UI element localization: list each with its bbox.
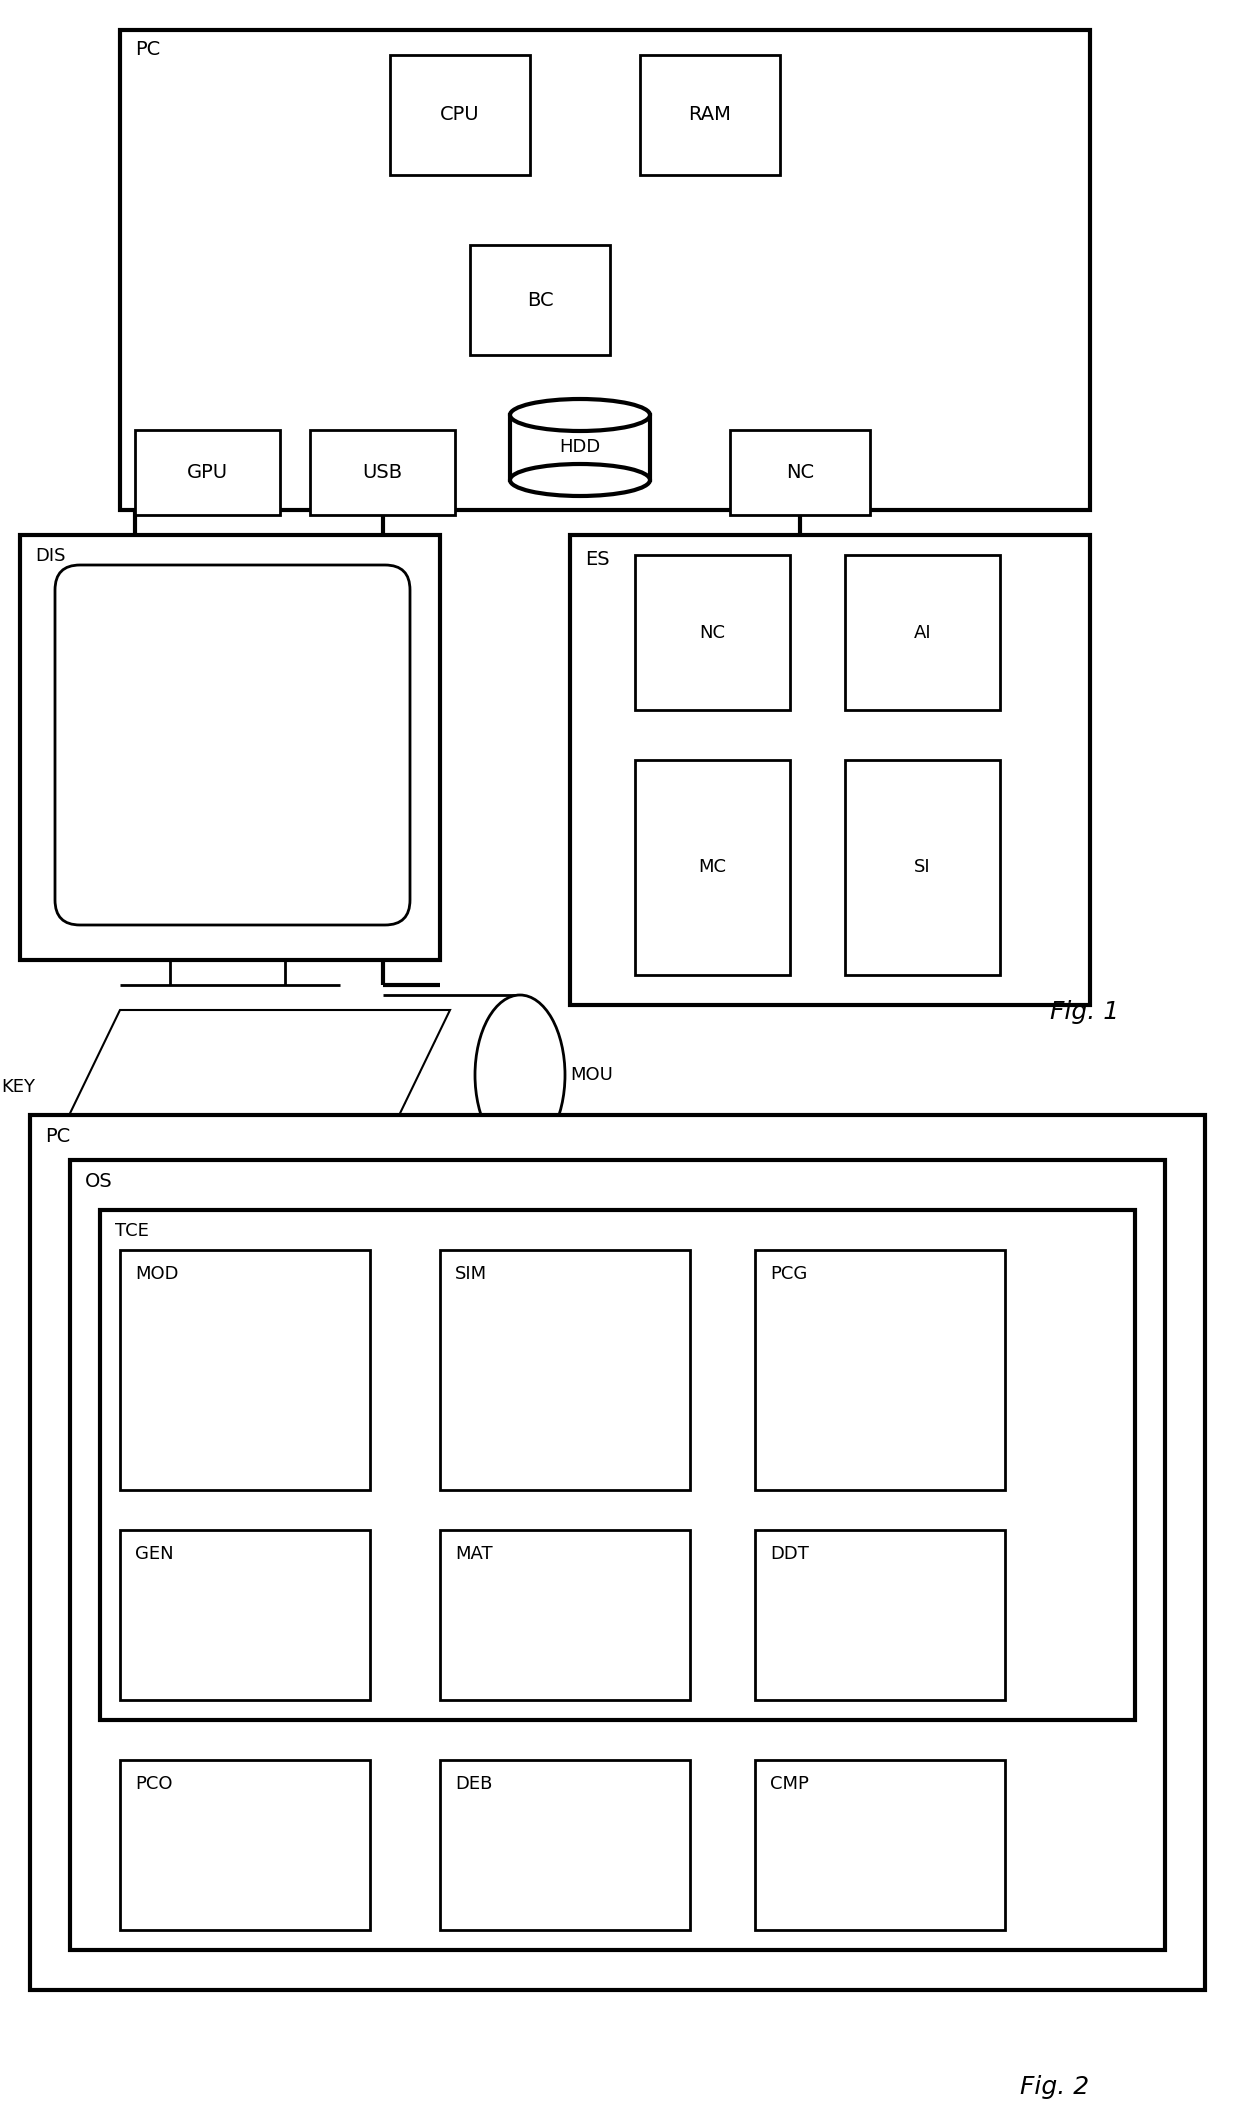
- Text: PCO: PCO: [135, 1774, 172, 1794]
- Bar: [120, 30, 1090, 510]
- Bar: [570, 535, 1090, 1005]
- Text: MOU: MOU: [570, 1066, 613, 1085]
- FancyBboxPatch shape: [55, 565, 410, 924]
- Bar: [440, 1529, 689, 1700]
- Ellipse shape: [510, 463, 650, 497]
- Text: SI: SI: [914, 859, 931, 876]
- Bar: [470, 245, 610, 355]
- Bar: [391, 55, 529, 176]
- Bar: [120, 1250, 370, 1489]
- Ellipse shape: [510, 400, 650, 431]
- Text: Fig. 1: Fig. 1: [1050, 1000, 1120, 1024]
- Bar: [730, 429, 870, 514]
- Text: AI: AI: [914, 624, 931, 641]
- Text: HDD: HDD: [559, 438, 600, 457]
- Text: NC: NC: [786, 463, 815, 482]
- Bar: [635, 554, 790, 711]
- Bar: [844, 759, 999, 975]
- Text: DDT: DDT: [770, 1544, 808, 1563]
- Text: PC: PC: [45, 1127, 71, 1146]
- Text: Fig. 2: Fig. 2: [1021, 2075, 1089, 2098]
- Bar: [640, 55, 780, 176]
- Bar: [20, 535, 440, 960]
- Polygon shape: [45, 1011, 450, 1165]
- Text: PCG: PCG: [770, 1265, 807, 1284]
- Text: PC: PC: [135, 40, 160, 59]
- Bar: [755, 1529, 1004, 1700]
- Bar: [100, 1210, 1135, 1719]
- Text: SIM: SIM: [455, 1265, 487, 1284]
- Text: NC: NC: [699, 624, 725, 641]
- Text: OS: OS: [86, 1172, 113, 1191]
- Text: MC: MC: [698, 859, 727, 876]
- Bar: [69, 1159, 1166, 1950]
- Text: DEB: DEB: [455, 1774, 492, 1794]
- Bar: [135, 429, 280, 514]
- Bar: [120, 1760, 370, 1931]
- Text: BC: BC: [527, 290, 553, 309]
- Bar: [755, 1250, 1004, 1489]
- Bar: [30, 1115, 1205, 1990]
- Ellipse shape: [475, 994, 565, 1155]
- Text: USB: USB: [362, 463, 403, 482]
- Text: GPU: GPU: [187, 463, 228, 482]
- Bar: [120, 1529, 370, 1700]
- Text: CPU: CPU: [440, 106, 480, 125]
- Text: ES: ES: [585, 550, 610, 569]
- Text: MAT: MAT: [455, 1544, 492, 1563]
- Bar: [310, 429, 455, 514]
- Bar: [755, 1760, 1004, 1931]
- Text: KEY: KEY: [1, 1079, 35, 1096]
- Bar: [635, 759, 790, 975]
- Text: TCE: TCE: [115, 1222, 149, 1239]
- Bar: [510, 415, 650, 480]
- Bar: [440, 1760, 689, 1931]
- Text: CMP: CMP: [770, 1774, 808, 1794]
- Text: MOD: MOD: [135, 1265, 179, 1284]
- Text: DIS: DIS: [35, 548, 66, 565]
- Bar: [844, 554, 999, 711]
- Text: RAM: RAM: [688, 106, 732, 125]
- Bar: [440, 1250, 689, 1489]
- Text: GEN: GEN: [135, 1544, 174, 1563]
